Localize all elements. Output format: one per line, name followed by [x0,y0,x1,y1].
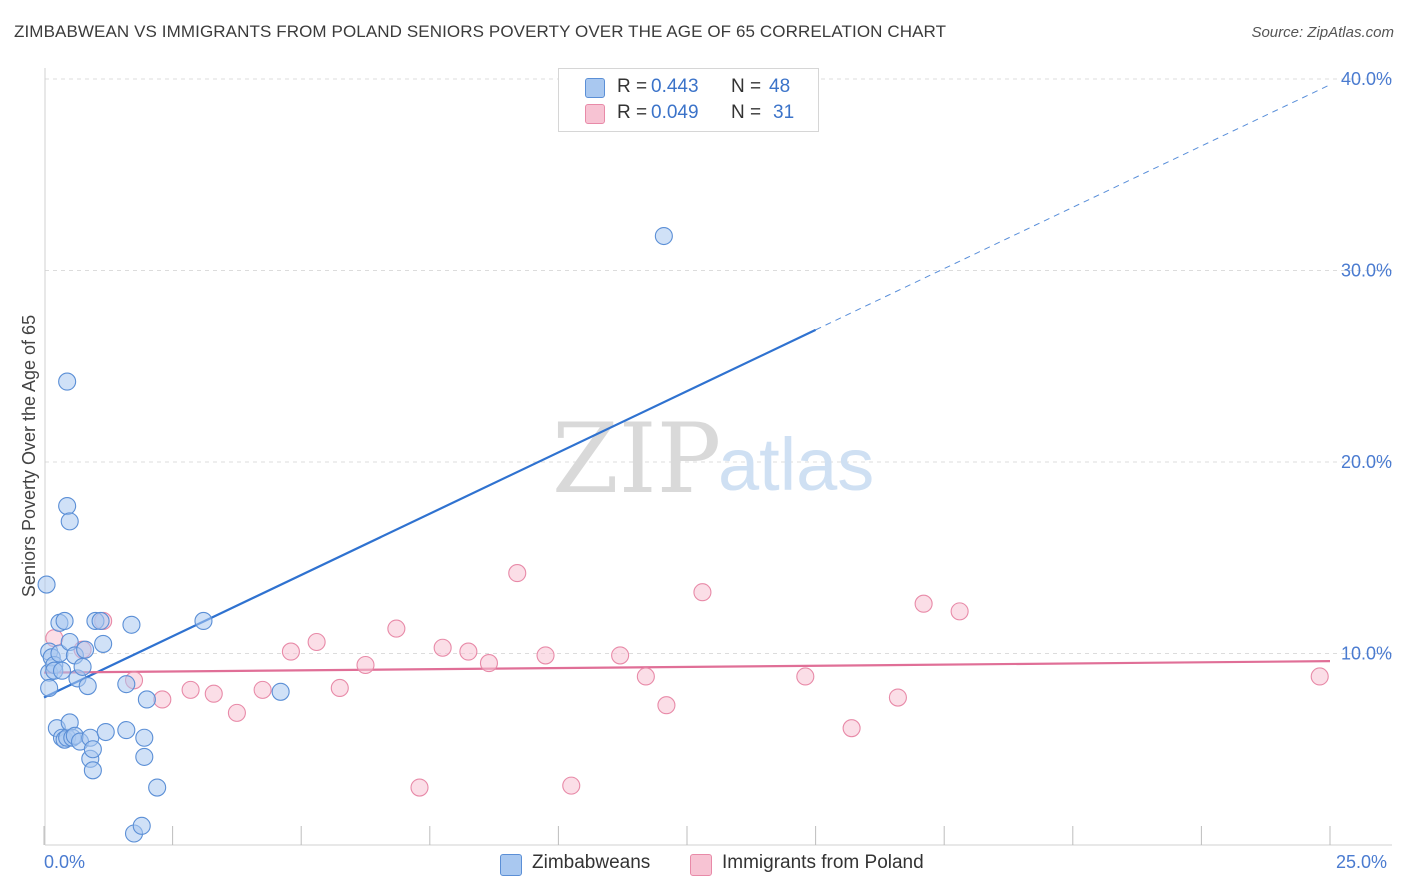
legend-r-label: R = [617,102,653,123]
legend-n-value: 31 [773,102,795,123]
legend-swatch-blue [500,854,522,876]
data-point [153,690,172,709]
data-point [117,721,136,740]
stats-legend: R = 0.443 N = 48 R = 0.049 N = 31 [558,68,819,132]
data-point [410,778,429,797]
data-point [194,611,213,630]
trend-lines [43,84,1331,699]
data-point [842,719,861,738]
legend-n-label: N = [731,76,767,97]
data-point [37,575,56,594]
data-point [135,747,154,766]
x-tick-label-max: 25.0% [1336,852,1388,872]
source-label: Source: ZipAtlas.com [1251,24,1394,41]
y-tick-label: 10.0% [1341,644,1392,664]
data-point [83,740,102,759]
data-point [636,667,655,686]
legend-r-value: 0.049 [651,102,699,123]
data-point [271,682,290,701]
trend-extension-0 [815,84,1331,331]
data-point [459,642,478,661]
data-point [796,667,815,686]
data-point [611,646,630,665]
y-tick-labels: 10.0% 20.0% 30.0% 40.0% [1341,69,1392,664]
legend-r-value: 0.443 [651,76,699,97]
watermark-zip: ZIP [552,403,721,515]
y-tick-label: 20.0% [1341,452,1392,472]
legend-label-poland: Immigrants from Poland [722,852,924,873]
data-point [914,594,933,613]
data-point [96,722,115,742]
data-point [356,655,375,675]
gridlines [45,78,1392,654]
y-tick-label: 30.0% [1341,261,1392,281]
legend-n-value: 48 [769,76,791,97]
data-point [117,675,136,694]
data-point [181,680,200,699]
data-point [204,684,223,703]
data-point [148,778,167,797]
data-point [227,703,246,722]
data-point [387,619,406,638]
watermark: ZIP atlas [552,403,874,515]
watermark-atlas: atlas [718,423,874,506]
data-point [60,512,79,531]
data-point [132,816,151,835]
data-point [281,642,300,661]
legend-swatch-pink [585,104,605,124]
data-point [91,611,110,630]
data-point [433,638,452,657]
data-point [1310,667,1329,686]
data-point [135,728,154,747]
data-point [330,678,349,698]
data-point [654,226,673,246]
data-point [479,654,499,673]
data-point [40,678,59,698]
data-point [58,372,77,391]
data-point [58,496,77,516]
legend-n-label: N = [731,102,767,123]
data-point [122,615,141,634]
data-point [950,602,969,621]
data-points [37,226,1329,843]
axes [43,68,1392,846]
data-point [508,564,527,583]
data-point [307,632,326,652]
trend-line-0 [43,328,817,699]
data-point [562,776,581,795]
legend-swatch-pink [690,854,712,876]
data-point [888,688,907,707]
data-point [94,634,113,653]
data-point [52,661,72,680]
data-point [536,646,555,665]
y-tick-label: 40.0% [1341,69,1392,89]
data-point [76,640,95,659]
legend-label-zimbabweans: Zimbabweans [532,852,651,873]
y-axis-label: Seniors Poverty Over the Age of 65 [19,315,39,597]
series-legend: Zimbabweans Immigrants from Poland [0,852,1406,878]
data-point [657,696,676,715]
data-point [253,680,272,699]
data-point [73,657,92,676]
data-point [83,761,102,780]
data-point [693,583,712,602]
legend-swatch-blue [585,78,605,98]
x-tick-label-min: 0.0% [44,852,86,872]
trend-line-1 [43,660,1331,674]
data-point [137,690,156,709]
legend-r-label: R = [617,76,653,97]
chart-title: ZIMBABWEAN VS IMMIGRANTS FROM POLAND SEN… [14,22,947,41]
data-point [78,677,97,696]
data-point [55,611,74,630]
